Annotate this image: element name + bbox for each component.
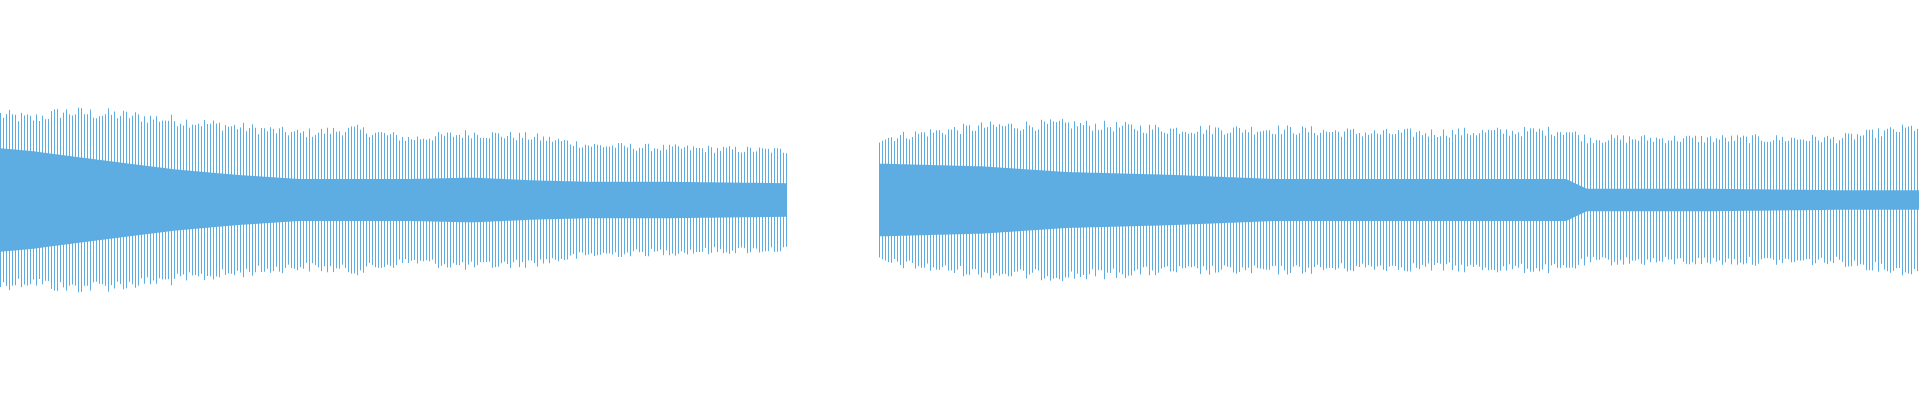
waveform-segment-1 — [0, 107, 787, 293]
waveform-segment-2 — [879, 118, 1919, 282]
